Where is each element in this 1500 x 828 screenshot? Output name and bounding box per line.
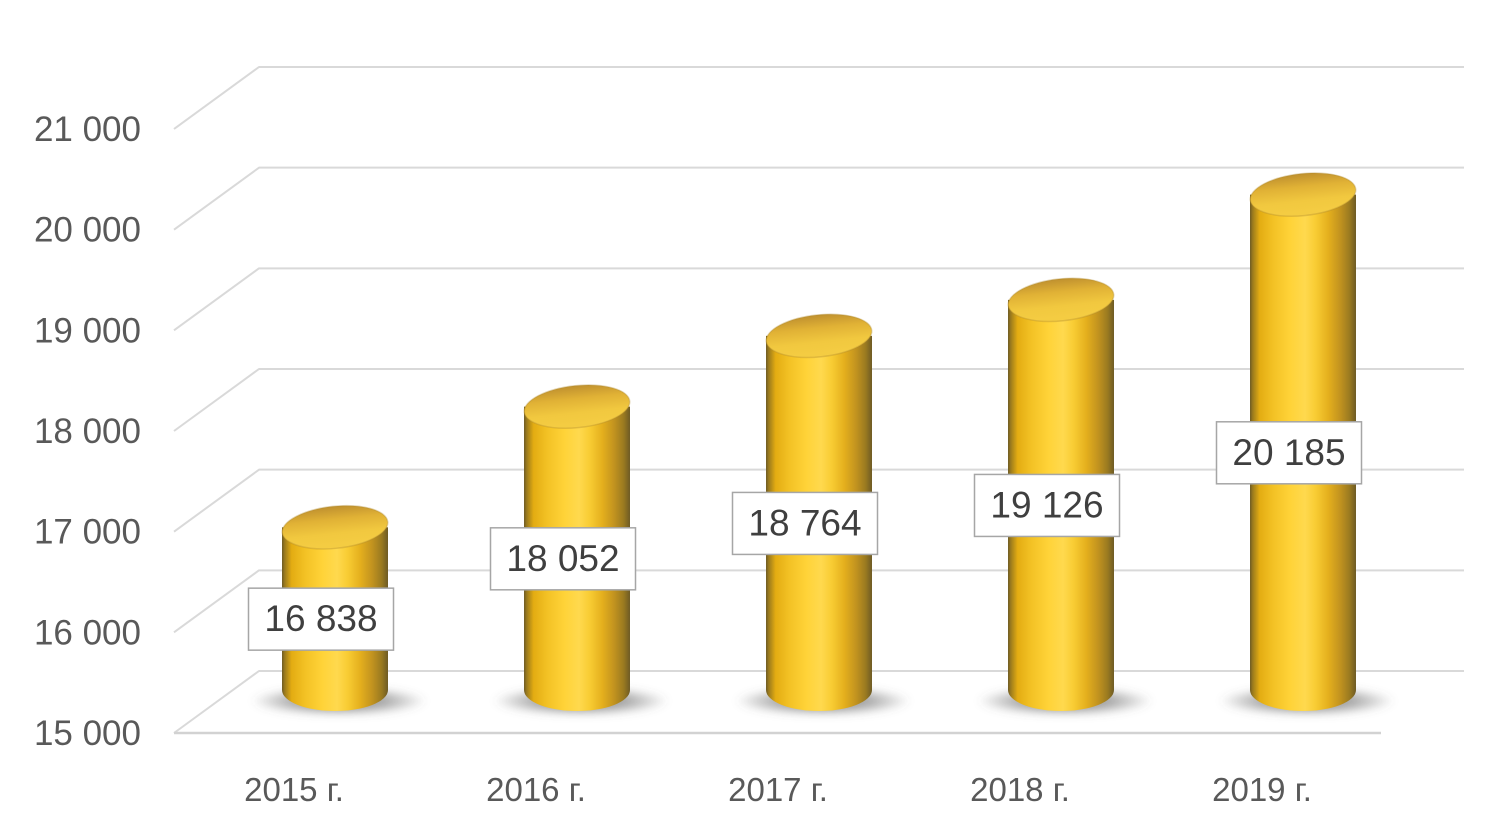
x-category-label: 2019 г. — [1212, 771, 1312, 808]
data-label-box — [1215, 421, 1363, 485]
bar-top — [1007, 277, 1115, 323]
y-tick-label: 18 000 — [34, 412, 141, 451]
data-label-box — [247, 587, 395, 651]
bar-top — [765, 313, 873, 359]
gridline — [173, 267, 1464, 332]
x-category-label: 2016 г. — [486, 771, 586, 808]
data-label-text: 18 052 — [506, 538, 619, 579]
data-label: 18 764 — [731, 491, 879, 556]
data-label-box — [489, 527, 637, 591]
data-label-text: 16 838 — [264, 598, 377, 639]
x-category-label: 2017 г. — [728, 771, 828, 808]
data-label: 20 185 — [1215, 421, 1363, 485]
data-label-text: 19 126 — [990, 484, 1103, 525]
y-tick-label: 15 000 — [34, 714, 141, 753]
bar-top — [1249, 172, 1357, 217]
data-label-text: 18 764 — [748, 502, 861, 543]
x-category-label: 2018 г. — [970, 771, 1070, 808]
data-label: 19 126 — [973, 473, 1121, 538]
data-label-box — [973, 473, 1121, 538]
gridline — [173, 166, 1464, 231]
y-tick-label: 17 000 — [34, 513, 141, 552]
y-tick-label: 21 000 — [34, 110, 141, 149]
bar-top — [523, 384, 631, 429]
data-label-box — [731, 491, 879, 556]
y-tick-label: 20 000 — [34, 211, 141, 250]
y-tick-label: 19 000 — [34, 311, 141, 350]
data-label-text: 20 185 — [1232, 432, 1345, 473]
x-category-label: 2015 г. — [244, 771, 344, 808]
data-label: 18 052 — [489, 527, 637, 591]
bar-top — [281, 504, 389, 550]
y-tick-label: 16 000 — [34, 613, 141, 652]
data-label: 16 838 — [247, 587, 395, 651]
gridline — [173, 65, 1464, 130]
